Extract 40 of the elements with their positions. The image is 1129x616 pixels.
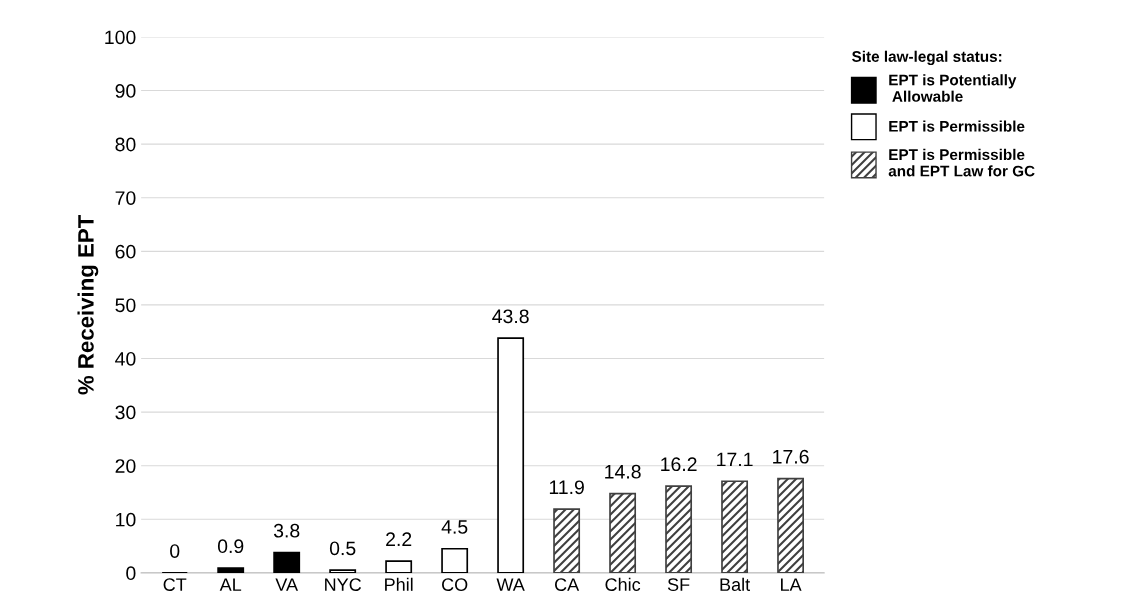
y-tick-label: 0 xyxy=(126,566,136,581)
x-tick-label: Chic xyxy=(605,577,641,591)
y-tick-label: 80 xyxy=(115,137,136,152)
data-label: 2.2 xyxy=(386,532,412,546)
legend-label: EPT is Potentially Allowable xyxy=(889,74,1017,102)
y-tick-label: 20 xyxy=(115,459,136,473)
x-tick-label: CT xyxy=(163,578,187,591)
data-label: 0.5 xyxy=(329,541,356,556)
x-tick-label: LA xyxy=(781,578,802,591)
data-label: 14.8 xyxy=(605,464,641,479)
data-label: 16.2 xyxy=(661,457,697,472)
legend-label: EPT is Permissible xyxy=(889,120,1025,132)
data-label: 0 xyxy=(170,544,180,558)
y-tick-label: 90 xyxy=(115,84,136,98)
legend-label: EPT is Permissible and EPT Law for GC xyxy=(888,148,1035,177)
y-tick-label: 60 xyxy=(115,244,136,259)
x-tick-label: SF xyxy=(667,578,690,591)
x-tick-label: CO xyxy=(442,578,468,591)
x-tick-label: Balt xyxy=(720,577,751,591)
x-tick-label: Phil xyxy=(385,577,413,591)
data-label: 0.9 xyxy=(217,539,244,554)
x-tick-label: WA xyxy=(496,578,525,591)
data-label: 4.5 xyxy=(441,520,468,534)
y-tick-label: 100 xyxy=(105,30,136,45)
y-tick-label: 30 xyxy=(115,405,136,420)
data-label: 17.6 xyxy=(773,449,809,464)
data-label: 11.9 xyxy=(549,480,584,495)
legend-title: Site law-legal status: xyxy=(852,50,1002,66)
y-axis-title: % Receiving EPT xyxy=(77,215,99,395)
y-tick-label: 50 xyxy=(115,298,136,313)
data-label: 17.1 xyxy=(717,452,753,467)
y-tick-label: 40 xyxy=(115,351,136,366)
data-label: 43.8 xyxy=(492,309,529,324)
y-tick-label: 70 xyxy=(115,191,136,205)
data-label: 3.8 xyxy=(273,523,300,538)
x-tick-label: VA xyxy=(275,578,299,591)
x-tick-label: NYC xyxy=(325,578,362,591)
x-tick-label: AL xyxy=(219,578,242,591)
y-tick-label: 10 xyxy=(116,512,136,527)
x-tick-label: CA xyxy=(555,578,580,591)
